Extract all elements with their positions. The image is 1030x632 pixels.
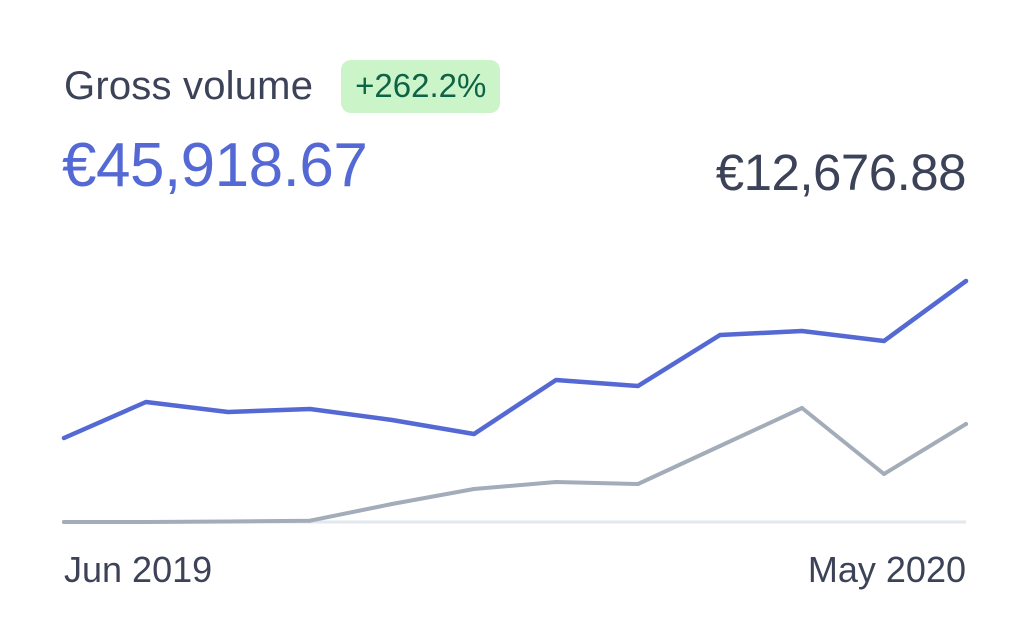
previous-series-point <box>882 472 886 476</box>
current-series-point <box>472 432 476 436</box>
previous-series-point <box>472 487 476 491</box>
previous-series-line <box>62 406 968 524</box>
current-series-point <box>882 339 886 343</box>
metric-title: Gross volume <box>64 64 314 108</box>
previous-series-point <box>144 520 148 524</box>
current-series-point <box>144 400 148 404</box>
previous-series-point <box>800 406 804 410</box>
previous-period-value: €12,676.88 <box>715 144 967 201</box>
previous-series-point <box>62 520 66 524</box>
previous-series-point <box>226 519 230 524</box>
previous-series-point <box>308 518 312 523</box>
previous-series-point <box>718 444 722 448</box>
current-series-line <box>61 278 969 441</box>
current-period-value: €45,918.67 <box>62 131 368 200</box>
current-series-point <box>964 279 968 283</box>
previous-series-point <box>554 480 558 484</box>
previous-series-point <box>390 502 394 506</box>
current-series-point <box>554 378 558 382</box>
x-axis-end-label: May 2020 <box>807 549 966 590</box>
current-series-point <box>226 410 230 414</box>
chart-points <box>62 279 968 524</box>
x-axis-start-label: Jun 2019 <box>64 549 213 590</box>
current-series-point <box>636 384 640 388</box>
current-series-point <box>718 333 722 337</box>
current-series-point <box>800 329 804 333</box>
header-row: Gross volume +262.2% <box>64 60 501 113</box>
current-series-point <box>62 436 66 440</box>
previous-series-point <box>636 482 640 486</box>
change-badge: +262.2% <box>341 60 501 113</box>
current-series-point <box>308 407 312 411</box>
previous-series-point <box>964 422 968 426</box>
current-series-point <box>390 418 394 422</box>
